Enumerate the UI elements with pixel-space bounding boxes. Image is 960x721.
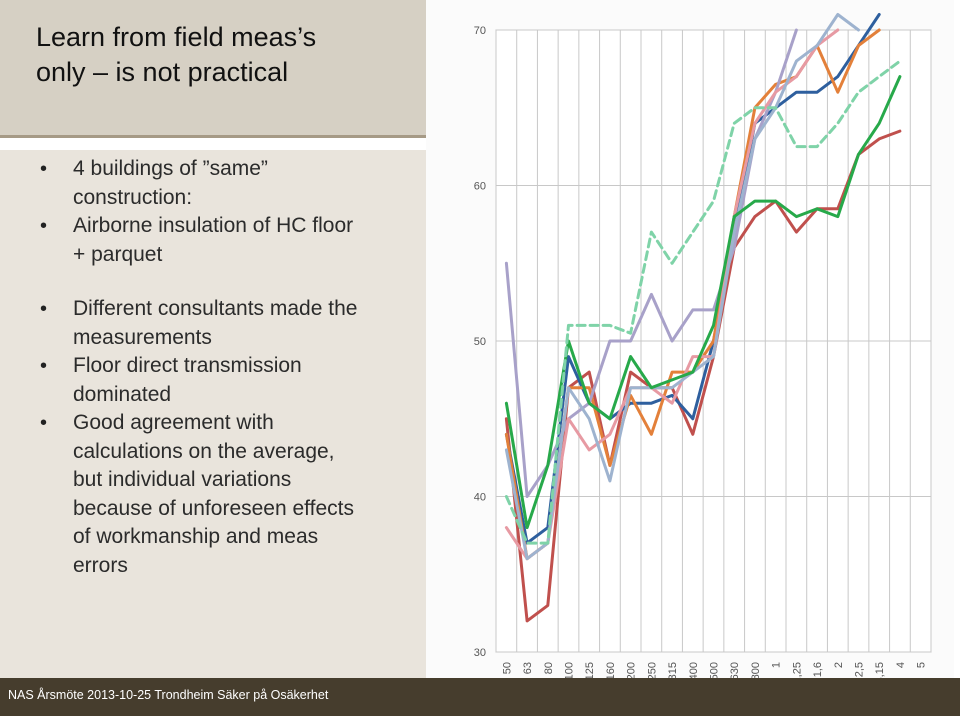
bullet-list: 4 buildings of ”same” construction: Airb…: [40, 155, 363, 580]
footer-bar: NAS Årsmöte 2013-10-25 Trondheim Säker p…: [0, 678, 960, 716]
x-tick-label: 63: [522, 662, 534, 674]
x-tick-label: 125: [584, 662, 596, 680]
series-line-1: [504, 129, 902, 623]
series-line-6: [504, 13, 860, 561]
x-tick-label: 500: [709, 662, 721, 680]
y-tick-label: 30: [474, 647, 486, 659]
x-tick-label: 160: [605, 662, 617, 680]
bullet-agreement: Good agreement with calculations on the …: [40, 409, 363, 580]
x-tick-label: 200: [626, 662, 638, 680]
x-tick-label: 5: [916, 662, 928, 668]
x-tick-label: 50: [501, 662, 513, 674]
x-tick-label: 250: [646, 662, 658, 680]
bullet-floor-transmission: Floor direct transmission dominated: [40, 352, 363, 409]
x-tick-label: 2: [833, 662, 845, 668]
chart-panel: 30 40 50 60 70 50 63 80 100 125 160 200 250 315 400 500…: [426, 0, 954, 716]
y-tick-label: 70: [474, 25, 486, 37]
title-line-2: only – is not practical: [36, 57, 289, 87]
x-tick-label: 2,5: [854, 662, 866, 677]
slide-title: Learn from field meas’s only – is not pr…: [36, 20, 316, 90]
bullet-consultants: Different consultants made the measureme…: [40, 295, 363, 352]
title-band: [0, 0, 426, 138]
y-tick-label: 40: [474, 492, 486, 504]
y-tick-label: 50: [474, 336, 486, 348]
series-line-5: [504, 28, 840, 561]
x-tick-label: 800: [750, 662, 762, 680]
footer-text: NAS Årsmöte 2013-10-25 Trondheim Säker p…: [8, 688, 329, 702]
series-line-8: [504, 59, 902, 545]
x-tick-label: 315: [667, 662, 679, 680]
x-tick-label: 4: [895, 662, 907, 668]
series-line-7: [504, 75, 902, 530]
bullet-buildings: 4 buildings of ”same” construction:: [40, 155, 363, 212]
x-tick-label: 1: [771, 662, 783, 668]
x-tick-label: 1,6: [812, 662, 824, 677]
series-line-2: [504, 13, 881, 545]
x-tick-label: 630: [729, 662, 741, 680]
bullet-airborne: Airborne insulation of HC floor + parque…: [40, 212, 363, 269]
x-tick-label: 80: [543, 662, 555, 674]
x-tick-label: 100: [564, 662, 576, 680]
title-line-1: Learn from field meas’s: [36, 22, 317, 52]
x-tick-label: 400: [688, 662, 700, 680]
y-tick-label: 60: [474, 181, 486, 193]
